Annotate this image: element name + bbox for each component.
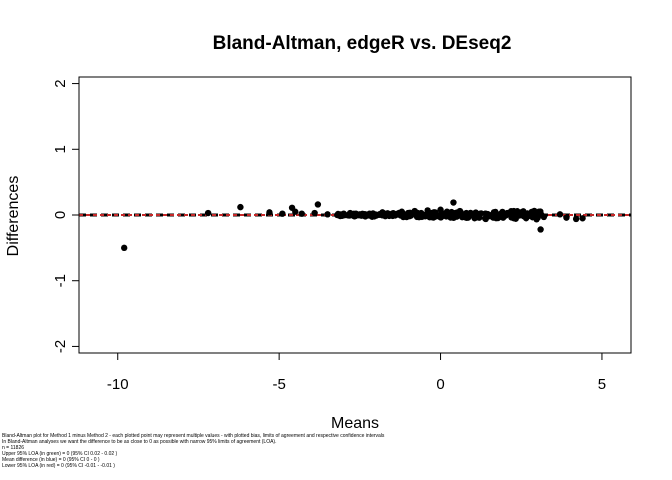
data-point — [482, 215, 489, 223]
band-point — [537, 208, 544, 215]
data-point — [356, 211, 364, 218]
y-tick-label: 0 — [52, 211, 69, 219]
data-point — [540, 213, 548, 221]
data-point — [579, 215, 586, 222]
data-points — [120, 199, 586, 252]
data-point — [443, 208, 451, 215]
data-point — [279, 210, 286, 217]
note-count: n = 11826 — [2, 445, 25, 451]
data-point — [324, 211, 331, 218]
band-point — [533, 216, 540, 223]
data-point — [476, 214, 483, 221]
note-description: Bland-Altman plot for Method 1 minus Met… — [2, 433, 385, 439]
data-point — [511, 215, 518, 222]
data-point — [556, 211, 564, 218]
data-point — [411, 207, 418, 215]
data-point — [469, 210, 477, 217]
data-point — [563, 214, 570, 221]
data-point — [298, 210, 305, 217]
data-point — [417, 209, 425, 217]
data-point — [463, 209, 470, 217]
data-point — [405, 209, 412, 217]
y-axis: -2 -1 0 1 2 — [52, 79, 80, 353]
y-tick-label: -1 — [52, 274, 69, 287]
data-point — [266, 209, 273, 216]
note-lower-loa: Lower 95% LOA (in red) = 0 (95% CI -0.01… — [2, 463, 115, 469]
chart-title: Bland-Altman, edgeR vs. DEseq2 — [213, 33, 512, 54]
data-point — [518, 209, 525, 216]
x-tick-label: -10 — [107, 376, 129, 393]
data-point — [572, 215, 580, 223]
data-point — [530, 211, 538, 218]
x-axis: -10 -5 0 5 — [107, 352, 606, 393]
data-point — [492, 213, 499, 221]
data-point — [430, 209, 438, 216]
data-point — [379, 209, 386, 216]
note-mean-difference: Mean difference (in blue) = 0 (95% CI 0 … — [2, 457, 100, 463]
data-point — [237, 203, 244, 211]
data-point — [314, 201, 322, 208]
x-axis-label: Means — [331, 415, 379, 432]
note-upper-loa: Upper 95% LOA (in green) = 0 (95% CI 0.0… — [2, 451, 118, 457]
y-axis-label: Differences — [5, 176, 22, 257]
data-point — [398, 208, 406, 215]
data-point — [424, 207, 431, 214]
y-tick-label: 1 — [52, 145, 69, 153]
data-point — [537, 226, 544, 233]
data-point — [346, 209, 354, 217]
y-tick-label: -2 — [52, 340, 69, 353]
data-point — [450, 199, 457, 206]
data-point — [340, 210, 347, 217]
x-tick-label: 0 — [436, 376, 444, 393]
y-tick-label: 2 — [52, 79, 69, 87]
x-tick-label: 5 — [598, 376, 606, 393]
x-tick-label: -5 — [272, 376, 285, 393]
data-point — [501, 210, 509, 217]
data-point — [524, 213, 531, 220]
data-point — [311, 209, 318, 217]
data-point — [366, 210, 373, 217]
note-guidance: In Bland-Altman analyses we want the dif… — [2, 439, 277, 445]
data-point — [120, 244, 128, 252]
data-point — [437, 206, 444, 213]
band-point — [451, 213, 459, 220]
data-point — [388, 210, 396, 217]
data-point — [204, 209, 212, 217]
data-point — [456, 207, 464, 215]
band-point — [482, 210, 489, 217]
data-point — [292, 208, 299, 215]
